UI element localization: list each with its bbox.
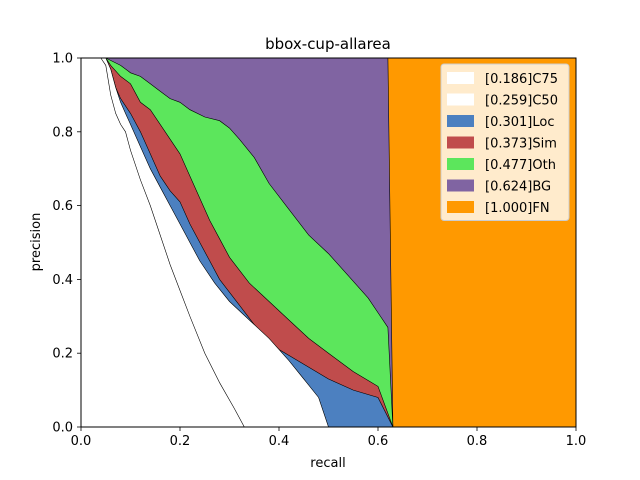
legend-label-c75: [0.186]C75 xyxy=(485,72,558,87)
x-axis-ticks: 0.0 0.2 0.4 0.6 0.8 1.0 xyxy=(71,427,587,449)
x-tick-label: 1.0 xyxy=(566,434,587,449)
legend-label-oth: [0.477]Oth xyxy=(485,158,556,173)
y-tick-label: 1.0 xyxy=(52,52,73,67)
legend-label-sim: [0.373]Sim xyxy=(485,137,557,152)
y-axis-label: precision xyxy=(29,213,44,272)
y-tick-label: 0.2 xyxy=(52,347,73,362)
legend-swatch-oth xyxy=(447,158,474,170)
legend-swatch-loc xyxy=(447,115,474,127)
legend-label-bg: [0.624]BG xyxy=(485,180,551,195)
y-tick-label: 0.8 xyxy=(52,125,73,140)
legend-swatch-fn xyxy=(447,201,474,213)
legend-swatch-c50 xyxy=(447,93,474,106)
y-tick-label: 0.0 xyxy=(52,421,73,436)
legend-swatch-bg xyxy=(447,179,474,192)
legend-label-loc: [0.301]Loc xyxy=(485,115,554,130)
plot-frame xyxy=(80,57,577,428)
x-tick-label: 0.0 xyxy=(71,434,92,449)
x-tick-label: 0.2 xyxy=(170,434,191,449)
legend-swatch-c75 xyxy=(447,72,474,84)
chart-title: bbox-cup-allarea xyxy=(265,35,391,53)
y-axis-ticks: 0.0 0.2 0.4 0.6 0.8 1.0 xyxy=(52,52,81,436)
legend-label-fn: [1.000]FN xyxy=(485,201,550,216)
legend-swatch-sim xyxy=(447,136,474,149)
y-tick-label: 0.6 xyxy=(52,199,73,214)
y-tick-label: 0.4 xyxy=(52,273,73,288)
x-tick-label: 0.6 xyxy=(368,434,389,449)
legend-label-c50: [0.259]C50 xyxy=(485,94,558,109)
x-tick-label: 0.4 xyxy=(269,434,290,449)
x-axis-label: recall xyxy=(310,456,345,471)
x-tick-label: 0.8 xyxy=(467,434,488,449)
area-c75 xyxy=(80,57,245,428)
legend: [0.186]C75 [0.259]C50 [0.301]Loc [0.373]Sim… xyxy=(440,63,570,221)
area-layers xyxy=(80,57,577,428)
